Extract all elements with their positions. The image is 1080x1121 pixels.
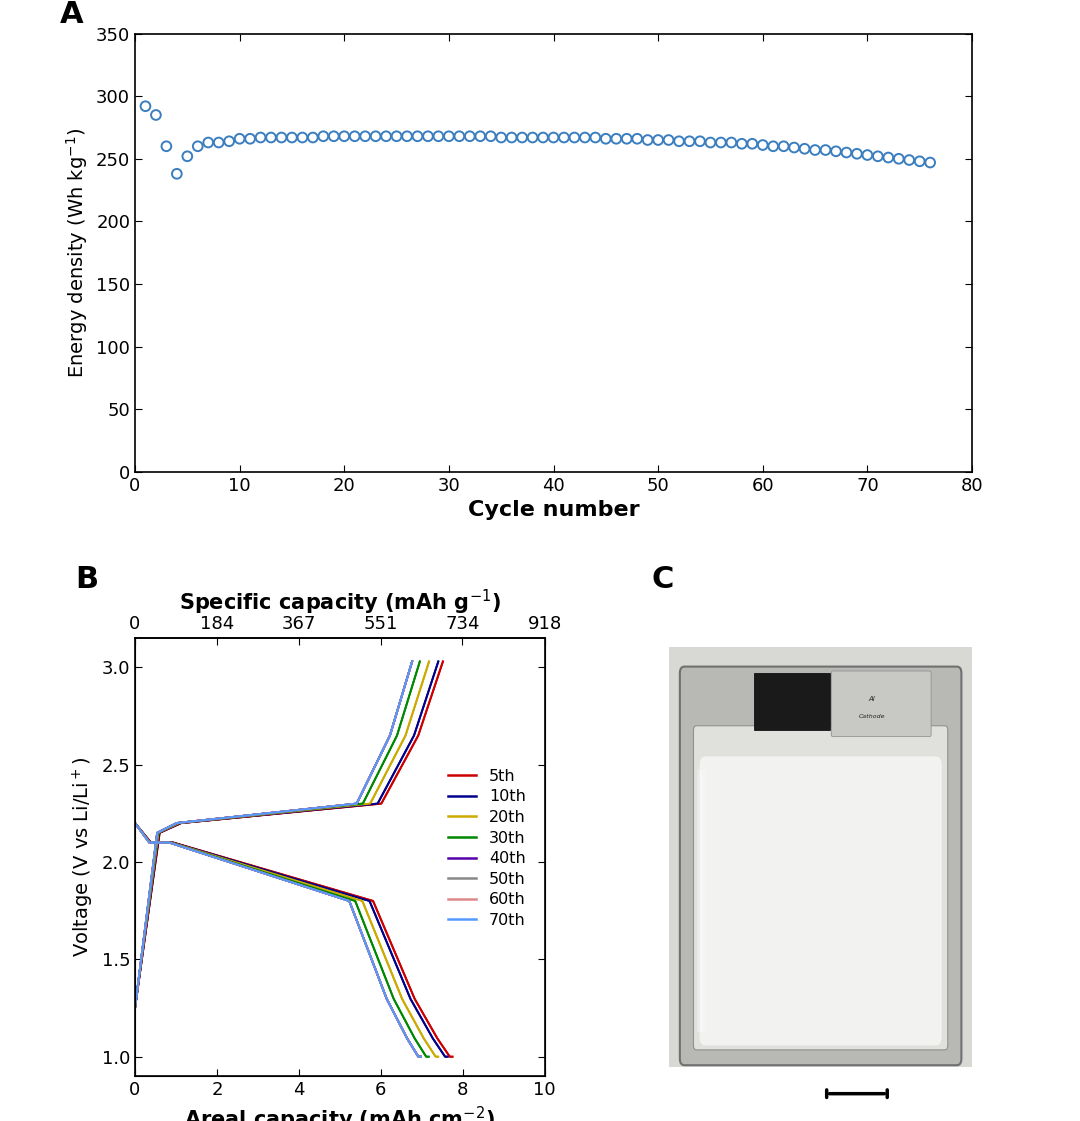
Point [503,129,521,147]
Point [890,150,907,168]
X-axis label: Specific capacity (mAh g$^{-1}$): Specific capacity (mAh g$^{-1}$) [179,587,501,617]
Point [555,129,572,147]
Point [639,131,657,149]
Point [723,133,740,151]
Point [262,129,280,147]
Point [158,137,175,155]
Point [785,139,802,157]
Point [524,129,541,147]
Point [859,146,876,164]
Point [430,128,447,146]
Point [796,140,813,158]
Point [356,128,374,146]
Text: A: A [59,0,83,29]
Point [912,152,929,170]
Point [210,133,227,151]
Point [597,130,615,148]
Point [231,130,248,148]
Point [848,145,865,163]
Point [450,128,468,146]
Point [441,128,458,146]
Point [816,141,834,159]
Point [921,154,939,172]
Point [367,128,384,146]
Point [807,141,824,159]
X-axis label: Cycle number: Cycle number [468,500,639,520]
FancyBboxPatch shape [700,757,942,1046]
Point [702,133,719,151]
Point [346,128,363,146]
Point [744,135,761,152]
Text: Cathode: Cathode [859,714,886,720]
FancyBboxPatch shape [679,667,961,1065]
Point [283,129,300,147]
Point [649,131,666,149]
Point [482,128,499,146]
Y-axis label: Voltage (V vs Li/Li$^+$): Voltage (V vs Li/Li$^+$) [70,757,96,957]
Point [178,147,195,165]
Point [566,129,583,147]
Point [137,98,154,115]
Text: B: B [76,565,98,594]
Point [869,147,887,165]
Point [220,132,238,150]
Point [419,128,436,146]
X-axis label: Areal capacity (mAh cm$^{-2}$): Areal capacity (mAh cm$^{-2}$) [185,1104,496,1121]
Point [147,106,164,124]
FancyBboxPatch shape [832,671,931,736]
Bar [754,674,829,730]
Point [577,129,594,147]
Point [336,128,353,146]
Point [838,143,855,161]
Point [754,136,771,154]
Point [545,129,563,147]
Point [242,130,259,148]
Point [325,128,342,146]
Point [492,129,510,147]
Point [629,130,646,148]
Point [901,151,918,169]
Point [713,133,730,151]
Point [608,130,625,148]
Y-axis label: Energy density (Wh kg$^{-1}$): Energy density (Wh kg$^{-1}$) [65,128,91,378]
Point [273,129,291,147]
Point [409,128,427,146]
Point [305,129,322,147]
Point [660,131,677,149]
Point [691,132,708,150]
Text: Al: Al [868,696,876,703]
Bar [700,769,705,1032]
Point [252,129,269,147]
Point [733,135,751,152]
Point [200,133,217,151]
Point [399,128,416,146]
Point [168,165,186,183]
FancyBboxPatch shape [693,725,948,1050]
Point [513,129,530,147]
Point [586,129,604,147]
Point [388,128,405,146]
Point [472,128,489,146]
Point [618,130,635,148]
Point [775,137,793,155]
Bar [697,769,703,1032]
Legend: 5th, 10th, 20th, 30th, 40th, 50th, 60th, 70th: 5th, 10th, 20th, 30th, 40th, 50th, 60th,… [442,762,532,934]
Point [461,128,478,146]
Point [671,132,688,150]
Point [680,132,698,150]
Point [294,129,311,147]
Point [314,128,332,146]
Point [827,142,845,160]
Point [535,129,552,147]
Point [880,149,897,167]
Text: C: C [651,565,674,594]
Point [378,128,395,146]
Point [189,137,206,155]
Point [765,137,782,155]
